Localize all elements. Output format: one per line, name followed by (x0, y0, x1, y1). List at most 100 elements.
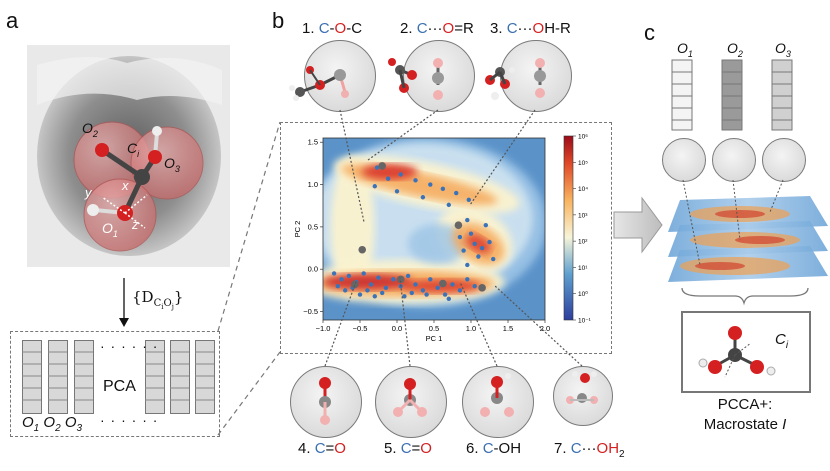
pcca-line-2: Macrostate I (703, 416, 787, 433)
x-axis-label: PC 1 (426, 334, 443, 343)
c-molecule-circle-2 (712, 138, 756, 182)
heatmap-frame (280, 122, 612, 354)
descriptor-bar-4 (145, 340, 165, 414)
centroid-point (346, 273, 352, 279)
centroid-point (391, 277, 396, 282)
panel-letter-b: b (272, 8, 285, 33)
centroid-point (465, 262, 470, 268)
x-tick-label: −1.0 (316, 324, 331, 333)
centroid-point (420, 288, 426, 293)
x-tick-label: 0.0 (392, 324, 402, 333)
centroid-point (440, 186, 446, 191)
highlighted-state-point (454, 221, 463, 229)
centroid-point (385, 176, 391, 181)
pcca-line-1: PCCA+: (717, 396, 773, 413)
x-tick-label: −0.5 (353, 324, 368, 333)
centroid-point (413, 282, 418, 287)
centroid-point (374, 165, 380, 170)
state-label-6: 6. C-OH (466, 440, 522, 457)
state-label-3: 3. C···OH-R (490, 20, 571, 37)
y-tick-label: −0.5 (303, 307, 318, 316)
descriptor-bar-5 (170, 340, 190, 414)
centroid-point (405, 273, 411, 279)
centroid-point (372, 184, 377, 189)
centroid-point (413, 178, 418, 183)
distance-set-label: {DCiOj} (132, 288, 184, 311)
label-c-o3: O3 (775, 40, 791, 59)
big-right-arrow-icon (612, 196, 664, 259)
state-label-2: 2. C···O=R (400, 20, 474, 37)
density-blob (465, 233, 492, 254)
x-tick-label: 0.5 (429, 324, 439, 333)
centroid-point (457, 234, 463, 240)
colorbar-tick-label: 10⁴ (578, 186, 588, 193)
centroid-point (479, 245, 485, 251)
centroid-point (383, 285, 389, 291)
centroid-point (368, 282, 374, 287)
label-c-o1: O1 (677, 40, 693, 59)
centroid-point (465, 277, 470, 282)
binding-pocket-image: O2 Ci O3 O1 x y z (27, 45, 230, 267)
colorbar-tick-label: 10⁶ (578, 134, 588, 141)
down-arrow-icon (118, 278, 130, 333)
pca-label: PCA (103, 378, 136, 395)
centroid-point (476, 254, 481, 259)
state-label-4: 4. C=O (298, 440, 346, 457)
label-z: z (132, 217, 139, 232)
highlighted-state-point (358, 245, 367, 254)
label-ci: Ci (127, 140, 140, 159)
c-molecule-circle-3 (762, 138, 806, 182)
centroid-point (361, 271, 366, 276)
centroid-point (380, 290, 385, 296)
centroid-point (487, 239, 492, 245)
centroid-point (398, 172, 403, 177)
label-c-o2: O2 (727, 40, 743, 59)
density-blob (407, 223, 468, 264)
descriptor-bar-6 (195, 340, 215, 414)
centroid-point (435, 285, 440, 291)
centroid-point (446, 296, 451, 302)
centroid-point (472, 241, 477, 247)
label-o3: O3 (164, 155, 180, 174)
centroid-point (409, 290, 414, 296)
centroid-point (339, 277, 344, 282)
panel-letter-a: a (6, 8, 19, 33)
dots-top: · · · · · · (100, 338, 159, 354)
centroid-point (331, 271, 337, 276)
o-labels-bottom: O1 O2 O3 (22, 414, 83, 434)
y-tick-label: 1.0 (308, 180, 318, 189)
state-label-5: 5. C=O (384, 440, 432, 457)
centroid-point (376, 275, 381, 280)
centroid-point (428, 182, 433, 187)
centroid-point (465, 217, 470, 223)
descriptor-bar-2 (48, 340, 68, 414)
label-o2: O2 (82, 120, 98, 139)
c-molecule-circle-1 (662, 138, 706, 182)
macrostate-ci-label: Ci (775, 331, 789, 351)
dots-bottom: · · · · · · (100, 412, 159, 428)
centroid-point (483, 222, 488, 228)
centroid-point (428, 277, 433, 282)
y-tick-label: 0.0 (308, 265, 318, 274)
label-x: x (122, 178, 129, 193)
descriptor-bar-3 (74, 340, 94, 414)
macrostate-box: Ci (681, 311, 811, 393)
label-o1: O1 (102, 220, 118, 239)
y-tick-label: 0.5 (308, 222, 318, 231)
state-label-1: 1. C-O-C (302, 20, 363, 37)
centroid-point (372, 294, 377, 299)
colorbar-tick-label: 10² (578, 239, 588, 246)
descriptor-bar-1 (22, 340, 42, 414)
highlighted-state-point (378, 162, 386, 170)
label-y: y (85, 185, 92, 200)
centroid-point (424, 292, 429, 297)
centroid-point (461, 248, 466, 253)
y-tick-label: 1.5 (308, 138, 318, 147)
centroid-point (468, 231, 474, 236)
centroid-point (365, 288, 370, 293)
